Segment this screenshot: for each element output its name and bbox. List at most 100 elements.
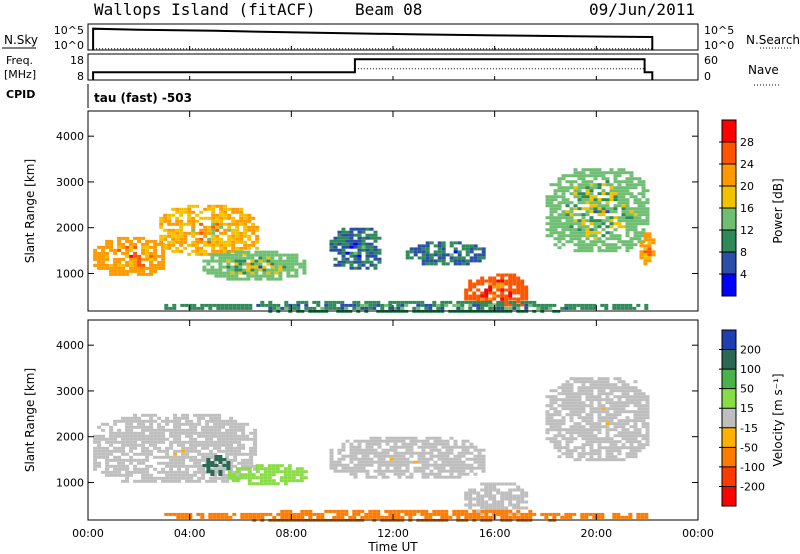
power-marks-cell [179, 213, 184, 217]
power-marks-cell [109, 263, 114, 267]
vel-marks-cell [291, 476, 296, 480]
vel-marks-cell [345, 439, 350, 443]
vel-marks-cell [113, 422, 118, 426]
vel-marks-cell [193, 458, 198, 462]
power-marks-cell [561, 201, 566, 205]
vel-marks-cell [117, 440, 122, 444]
power-marks-cell [629, 171, 634, 175]
vel-marks-cell [637, 392, 642, 396]
vel-marks-cell [609, 446, 614, 450]
power-marks-cell [369, 263, 374, 267]
vel-marks-cell [229, 431, 234, 435]
vel-marks-cell [492, 488, 497, 492]
power-marks-cell [357, 263, 362, 267]
vel-marks-cell [349, 466, 354, 470]
vel-marks-cell [121, 467, 126, 471]
power-marks-cell [304, 300, 309, 304]
power-marks-cell [601, 183, 606, 187]
vel-marks-cell [448, 515, 453, 519]
vel-marks-cell [197, 461, 202, 465]
power-marks-cell [324, 306, 329, 310]
power-marks-cell [250, 256, 255, 260]
vel-marks-cell [441, 442, 446, 446]
vel-marks-cell [393, 436, 398, 440]
vel-marks-cell [121, 437, 126, 441]
power-marks-cell [621, 180, 626, 184]
vel-marks-cell [129, 419, 134, 423]
power-marks-cell [129, 266, 134, 270]
power-marks-cell [357, 230, 362, 234]
vel-marks-cell [341, 457, 346, 461]
vel-marks-cell [153, 446, 158, 450]
vel-marks-cell [512, 503, 517, 507]
vel-marks-cell [141, 419, 146, 423]
vel-marks-cell [221, 419, 226, 423]
power-marks-cell [473, 253, 478, 257]
power-marks-cell [605, 198, 610, 202]
power-marks-cell [577, 222, 582, 226]
power-marks-cell [219, 213, 224, 217]
power-marks-cell [360, 303, 365, 307]
vel-marks-cell [332, 509, 337, 513]
power-marks-cell [512, 288, 517, 292]
power-marks-cell [246, 265, 251, 269]
vel-marks-cell [645, 410, 650, 414]
vel-marks-cell [593, 434, 598, 438]
vel-marks-cell [263, 476, 268, 480]
power-marks-cell [208, 303, 213, 307]
vel-marks-cell [597, 443, 602, 447]
power-marks-cell [484, 300, 489, 304]
vel-marks-cell [528, 509, 533, 513]
power-marks-cell [172, 306, 177, 310]
vel-marks-cell [553, 419, 558, 423]
power-marks-cell [593, 168, 598, 172]
vel-marks-cell [169, 464, 174, 468]
vel-marks-cell [237, 449, 242, 453]
power-marks-cell [504, 303, 509, 307]
vel-marks-cell [280, 512, 285, 516]
power-marks-cell [192, 306, 197, 310]
vel-marks-cell [597, 383, 602, 387]
vel-marks-cell [629, 434, 634, 438]
vel-marks-cell [210, 461, 215, 464]
vel-marks-cell [609, 407, 614, 411]
velocity-ylabel: Slant Range [km] [23, 368, 37, 472]
vel-marks-cell [584, 512, 589, 516]
power-marks-cell [226, 262, 231, 266]
vel-marks-cell [209, 428, 214, 432]
vel-marks-cell [157, 425, 162, 429]
power-marks-cell [377, 257, 382, 261]
vel-marks-cell [292, 512, 297, 516]
vel-marks-cell [628, 512, 633, 516]
vel-marks-cell [181, 416, 186, 420]
vel-marks-cell [473, 472, 478, 476]
vel-marks-cell [241, 464, 246, 468]
vel-marks-cell [121, 434, 126, 438]
vel-marks-cell [601, 404, 606, 408]
vel-marks-cell [565, 446, 570, 450]
vel-marks-cell [461, 463, 466, 467]
power-marks-cell [364, 300, 369, 304]
vel-marks-cell [165, 449, 170, 453]
vel-marks-cell [617, 440, 622, 444]
power-marks-cell [520, 285, 525, 289]
power-marks-cell [145, 245, 150, 249]
power-marks-cell [573, 234, 578, 238]
power-marks-cell [625, 225, 630, 229]
vel-marks-cell [453, 460, 458, 464]
vel-marks-cell [428, 515, 433, 519]
power-marks-cell [215, 213, 220, 217]
vel-marks-cell [320, 512, 325, 516]
power-marks-cell [468, 297, 473, 301]
power-marks-cell [320, 306, 325, 310]
vel-marks-cell [205, 437, 210, 441]
vel-marks-cell [456, 509, 461, 513]
power-marks-cell [191, 216, 196, 220]
power-marks-cell [133, 251, 138, 255]
vel-marks-cell [259, 473, 264, 477]
power-marks-cell [416, 306, 421, 310]
vel-marks-cell [169, 473, 174, 477]
power-marks-cell [294, 256, 299, 260]
vel-marks-cell [504, 494, 509, 498]
vel-marks-cell [161, 476, 166, 480]
